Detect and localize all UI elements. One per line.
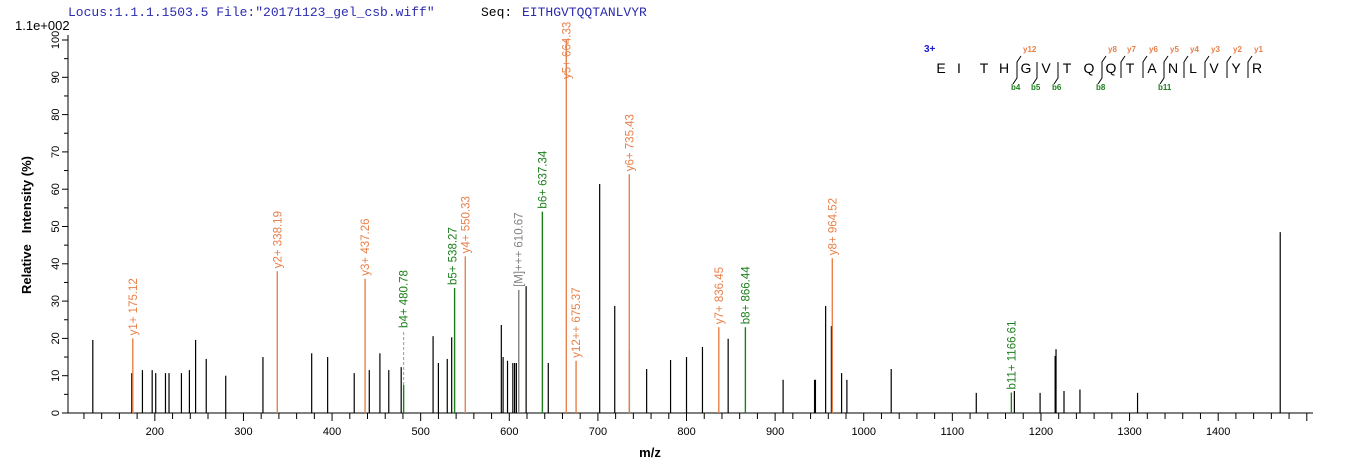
residue-letter: V: [1209, 60, 1219, 76]
x-tick-label: 1100: [941, 426, 965, 438]
residue-letter: V: [1041, 60, 1051, 76]
x-tick-label: 400: [323, 426, 341, 438]
residue-letter: R: [1252, 60, 1262, 76]
locus-file-text: Locus:1.1.1.1503.5 File:"20171123_gel_cs…: [68, 5, 435, 20]
x-tick-label: 800: [677, 426, 695, 438]
b-fragment-label: b5: [1031, 83, 1041, 92]
residue-letter: I: [957, 60, 961, 76]
charge-state: 3+: [924, 44, 936, 55]
y-tick-label: 70: [50, 146, 62, 158]
peak-labels: y1+ 175.12 y2+ 338.19 y3+ 437.26 b4+ 480.78…: [128, 22, 1019, 390]
peak-label-y: y12++ 675.37: [571, 287, 583, 357]
x-tick-label: 1400: [1206, 426, 1230, 438]
peak-label-y: y3+ 437.26: [360, 218, 372, 275]
b-fragment-mark: [1012, 62, 1018, 85]
y-tick-label: 90: [50, 71, 62, 83]
y-fragment-mark: [1226, 55, 1232, 78]
y-fragment-mark: [1204, 55, 1210, 78]
b-fragment-mark: [1097, 62, 1103, 85]
y-tick-label: 40: [50, 258, 62, 270]
y-tick-label: 10: [50, 370, 62, 382]
x-tick-label: 700: [589, 426, 607, 438]
y-tick-label: 30: [50, 295, 62, 307]
residue-letter: N: [1168, 60, 1178, 76]
residue-letter: T: [980, 60, 989, 76]
residue-letter: T: [1063, 60, 1072, 76]
x-tick-label: 300: [234, 426, 252, 438]
y-tick-label: 80: [50, 108, 62, 120]
x-tick-label: 900: [766, 426, 784, 438]
x-tick-label: 1300: [1117, 426, 1141, 438]
residue-letter: Q: [1106, 60, 1117, 76]
x-tick-label: 500: [411, 426, 429, 438]
peak-label-y: y7+ 836.45: [714, 267, 726, 324]
axes: 0 10 20 30 40 50 60 70 80 90 100 200 300 400 500 600 700…: [50, 31, 1313, 438]
x-tick-label: 600: [500, 426, 518, 438]
x-tick-label: 200: [146, 426, 164, 438]
peak-label-b: b11+ 1166.61: [1006, 321, 1018, 390]
y-tick-label: 100: [50, 31, 62, 49]
y-fragment-mark: [1120, 55, 1126, 78]
x-tick-label: 1200: [1029, 426, 1053, 438]
y-tick-label: 0: [50, 410, 62, 416]
b-fragment-mark: [1053, 62, 1059, 85]
peak-label-y: y4+ 550.33: [460, 196, 472, 253]
seq-value: EITHGVTQQTANLVYR: [522, 5, 647, 20]
y-fragment-mark: [1142, 55, 1148, 78]
b-fragment-label: b11: [1158, 83, 1172, 92]
y-scale-label: 1.1e+002: [15, 18, 70, 33]
y-fragment-label: y6: [1149, 45, 1158, 54]
y-fragment-label: y5: [1170, 45, 1179, 54]
residue-letter: Y: [1231, 60, 1241, 76]
peak-label-y: y5+ 664.33: [561, 22, 573, 79]
peak-label-b: b4+ 480.78: [399, 270, 411, 328]
b-fragment-label: b6: [1052, 83, 1062, 92]
residue-letter: Q: [1084, 60, 1095, 76]
residue-letter: L: [1189, 60, 1197, 76]
residue-letter: E: [936, 60, 945, 76]
peak-label-precursor: [M]+++ 610.67: [514, 212, 526, 287]
y-tick-label: 20: [50, 332, 62, 344]
y-fragment-label: y4: [1190, 45, 1199, 54]
y-fragment-label: y12: [1023, 45, 1037, 54]
b-fragment-mark: [1032, 62, 1038, 85]
residue-letter: A: [1147, 60, 1157, 76]
b-fragment-mark: [1159, 62, 1165, 85]
peak-label-y: y2+ 338.19: [272, 211, 284, 268]
y-fragment-label: y3: [1211, 45, 1220, 54]
y-fragment-label: y1: [1254, 45, 1263, 54]
seq-label: Seq:: [481, 5, 512, 20]
y-axis-label: Relative Intensity (%): [19, 156, 34, 294]
y-fragment-label: y2: [1233, 45, 1242, 54]
x-tick-label: 1000: [851, 426, 875, 438]
residue-letter: H: [999, 60, 1009, 76]
peaks: [92, 40, 1281, 413]
peak-label-y: y6+ 735.43: [624, 114, 636, 171]
y-fragment-mark: [1247, 55, 1253, 78]
peak-label-y: y8+ 964.52: [827, 198, 839, 255]
peak-label-y: y1+ 175.12: [128, 278, 140, 335]
b-fragment-label: b8: [1096, 83, 1106, 92]
y-fragment-label: y8: [1108, 45, 1117, 54]
residue-letter: G: [1021, 60, 1032, 76]
peak-label-b: b5+ 538.27: [448, 227, 460, 285]
y-tick-label: 60: [50, 183, 62, 195]
peak-label-b: b8+ 866.44: [740, 266, 752, 324]
peak-label-b: b6+ 637.34: [537, 150, 549, 208]
y-fragment-label: y7: [1127, 45, 1136, 54]
b-fragment-label: b4: [1011, 83, 1021, 92]
x-axis-label: m/z: [639, 445, 661, 460]
y-tick-label: 50: [50, 220, 62, 232]
residue-letter: T: [1126, 60, 1135, 76]
y-fragment-mark: [1183, 55, 1189, 78]
